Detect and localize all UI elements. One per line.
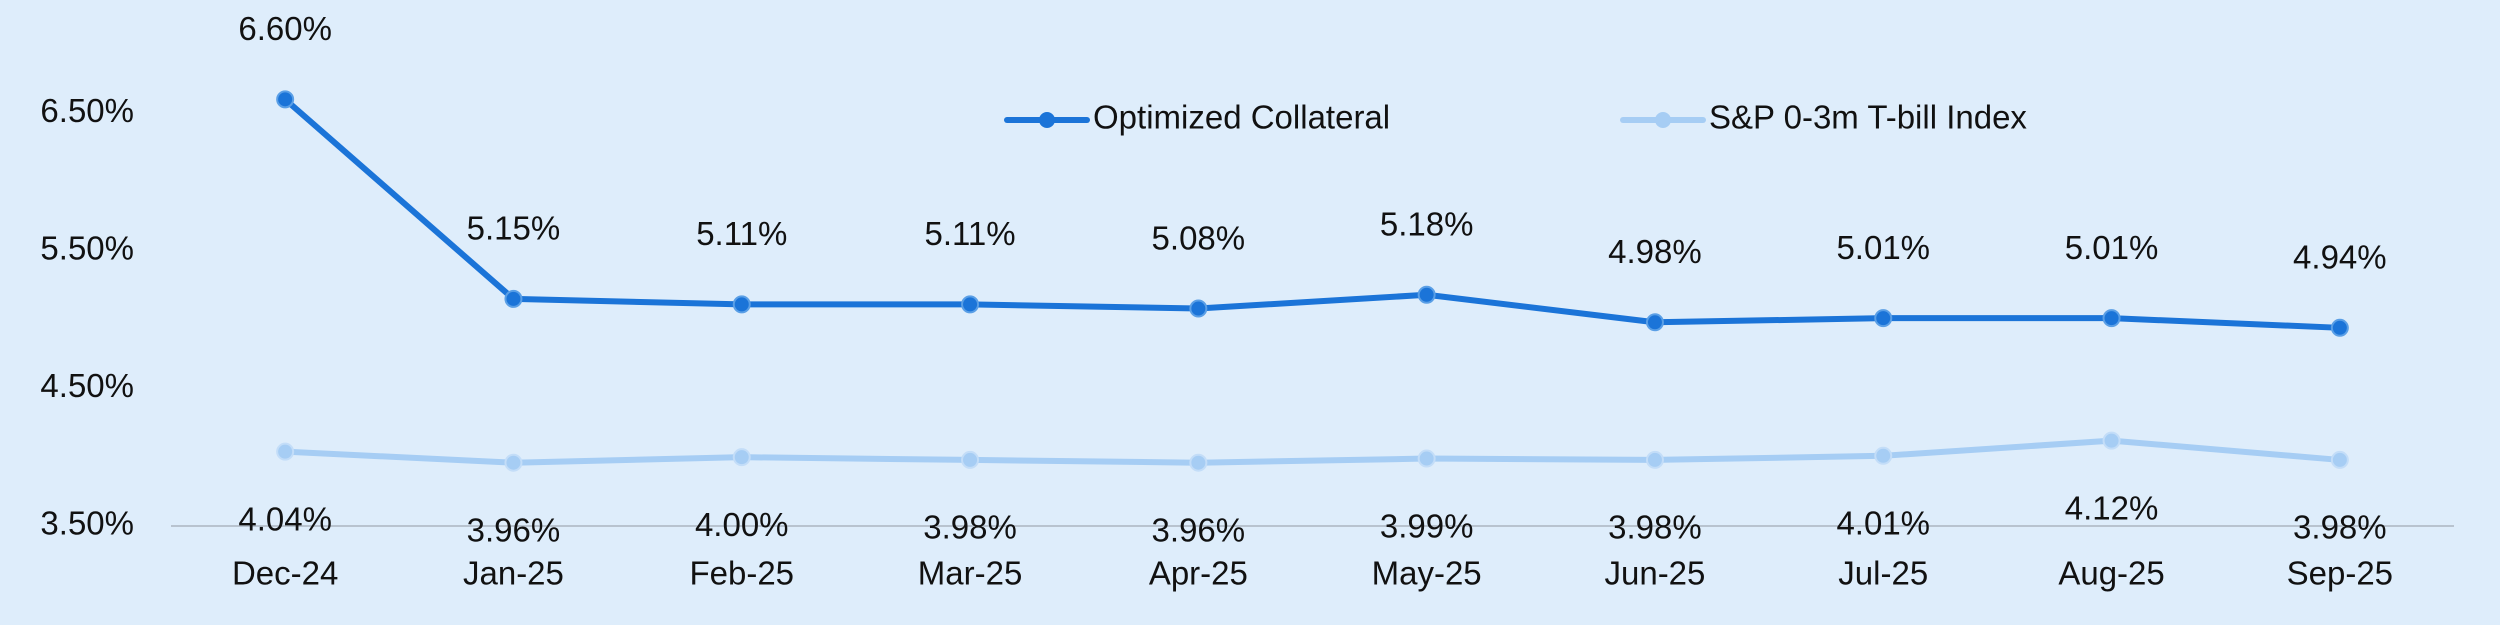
data-label: 5.01% bbox=[1836, 229, 1930, 266]
point-marker bbox=[2102, 309, 2121, 328]
x-tick-label: Jul-25 bbox=[1838, 555, 1928, 592]
point-marker bbox=[1645, 450, 1664, 469]
data-label: 4.12% bbox=[2065, 489, 2159, 526]
point-marker bbox=[1189, 453, 1208, 472]
x-tick-label: Jan-25 bbox=[463, 555, 564, 592]
legend-marker bbox=[1039, 112, 1055, 128]
x-tick-label: Feb-25 bbox=[689, 555, 794, 592]
point-marker bbox=[504, 289, 523, 308]
point-marker bbox=[1645, 313, 1664, 332]
point-marker bbox=[732, 295, 751, 314]
point-marker bbox=[961, 295, 980, 314]
point-marker bbox=[1417, 285, 1436, 304]
point-marker bbox=[2330, 318, 2349, 337]
data-label: 4.98% bbox=[1608, 233, 1702, 270]
legend-marker bbox=[1655, 112, 1671, 128]
point-marker bbox=[961, 450, 980, 469]
x-tick-label: Aug-25 bbox=[2058, 555, 2164, 592]
y-tick-label: 6.50% bbox=[40, 92, 134, 129]
point-marker bbox=[732, 448, 751, 467]
point-marker bbox=[2330, 450, 2349, 469]
point-marker bbox=[1189, 299, 1208, 318]
data-label: 4.94% bbox=[2293, 239, 2387, 276]
data-label: 4.01% bbox=[1836, 505, 1930, 542]
point-marker bbox=[276, 90, 295, 109]
data-label: 6.60% bbox=[238, 10, 332, 47]
x-tick-label: Dec-24 bbox=[232, 555, 338, 592]
data-label: 3.99% bbox=[1380, 507, 1474, 544]
point-marker bbox=[504, 453, 523, 472]
data-label: 5.18% bbox=[1380, 205, 1474, 242]
series-line bbox=[283, 97, 2340, 331]
y-tick-label: 4.50% bbox=[40, 367, 134, 404]
data-label: 4.00% bbox=[695, 506, 789, 543]
data-label: 3.98% bbox=[2293, 509, 2387, 546]
data-label: 5.08% bbox=[1152, 219, 1246, 256]
legend-label: S&P 0-3m T-bill Index bbox=[1709, 99, 2027, 136]
point-marker bbox=[1874, 309, 1893, 328]
y-tick-label: 5.50% bbox=[40, 229, 134, 266]
data-label: 5.15% bbox=[467, 210, 561, 247]
data-label: 5.01% bbox=[2065, 229, 2159, 266]
point-marker bbox=[2102, 431, 2121, 450]
legend-label: Optimized Collateral bbox=[1093, 99, 1390, 136]
y-tick-label: 3.50% bbox=[40, 505, 134, 542]
series-line bbox=[285, 437, 2341, 466]
data-label: 5.11% bbox=[696, 215, 787, 252]
x-tick-label: Apr-25 bbox=[1149, 555, 1248, 592]
x-tick-label: Sep-25 bbox=[2287, 555, 2393, 592]
data-label: 3.98% bbox=[923, 509, 1017, 546]
data-label: 3.96% bbox=[1152, 511, 1246, 548]
data-label: 3.98% bbox=[1608, 509, 1702, 546]
point-marker bbox=[1874, 446, 1893, 465]
x-tick-label: Mar-25 bbox=[918, 555, 1023, 592]
data-label: 3.96% bbox=[467, 511, 561, 548]
point-marker bbox=[276, 442, 295, 461]
x-tick-label: Jun-25 bbox=[1604, 555, 1705, 592]
x-tick-label: May-25 bbox=[1372, 555, 1482, 592]
point-marker bbox=[1417, 449, 1436, 468]
data-label: 5.11% bbox=[924, 215, 1015, 252]
data-label: 4.04% bbox=[238, 500, 332, 537]
